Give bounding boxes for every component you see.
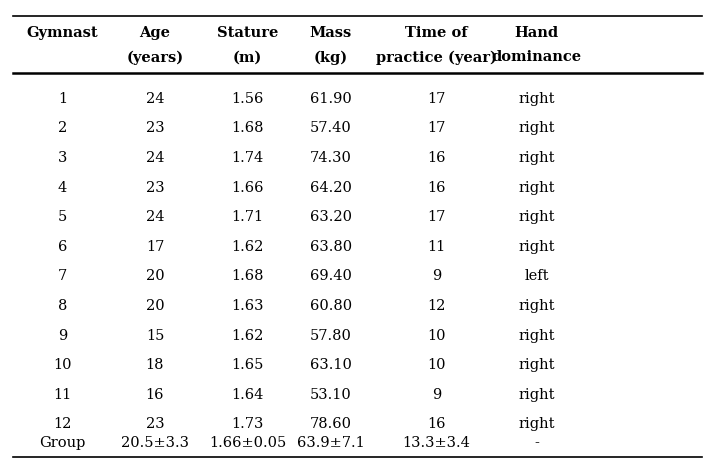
Text: 1.73: 1.73 xyxy=(231,417,264,431)
Text: right: right xyxy=(518,92,555,106)
Text: 20: 20 xyxy=(146,269,164,283)
Text: 1.66±0.05: 1.66±0.05 xyxy=(209,436,286,450)
Text: 8: 8 xyxy=(58,299,68,313)
Text: 7: 7 xyxy=(58,269,68,283)
Text: 17: 17 xyxy=(146,240,164,254)
Text: 20: 20 xyxy=(146,299,164,313)
Text: 60.80: 60.80 xyxy=(309,299,352,313)
Text: 63.80: 63.80 xyxy=(309,240,352,254)
Text: 10: 10 xyxy=(427,358,446,372)
Text: 1.68: 1.68 xyxy=(231,121,264,135)
Text: 12: 12 xyxy=(427,299,446,313)
Text: 23: 23 xyxy=(146,417,164,431)
Text: 11: 11 xyxy=(427,240,446,254)
Text: (m): (m) xyxy=(232,50,262,64)
Text: 1.62: 1.62 xyxy=(231,240,264,254)
Text: right: right xyxy=(518,299,555,313)
Text: 24: 24 xyxy=(146,210,164,224)
Text: dominance: dominance xyxy=(492,50,582,64)
Text: 1.62: 1.62 xyxy=(231,329,264,343)
Text: right: right xyxy=(518,121,555,135)
Text: Time of: Time of xyxy=(405,26,468,40)
Text: 74.30: 74.30 xyxy=(310,151,351,165)
Text: 1.63: 1.63 xyxy=(231,299,264,313)
Text: 18: 18 xyxy=(146,358,164,372)
Text: 1.71: 1.71 xyxy=(231,210,264,224)
Text: 17: 17 xyxy=(427,210,446,224)
Text: 1.74: 1.74 xyxy=(231,151,264,165)
Text: 15: 15 xyxy=(146,329,164,343)
Text: 1: 1 xyxy=(58,92,67,106)
Text: practice (year): practice (year) xyxy=(376,50,497,64)
Text: 4: 4 xyxy=(58,180,68,195)
Text: 9: 9 xyxy=(432,269,442,283)
Text: 6: 6 xyxy=(58,240,68,254)
Text: 61.90: 61.90 xyxy=(310,92,351,106)
Text: 17: 17 xyxy=(427,121,446,135)
Text: 1.65: 1.65 xyxy=(231,358,264,372)
Text: 16: 16 xyxy=(427,180,446,195)
Text: 2: 2 xyxy=(58,121,68,135)
Text: 53.10: 53.10 xyxy=(310,388,351,402)
Text: 57.40: 57.40 xyxy=(310,121,351,135)
Text: right: right xyxy=(518,240,555,254)
Text: 1.64: 1.64 xyxy=(231,388,264,402)
Text: right: right xyxy=(518,210,555,224)
Text: 1.68: 1.68 xyxy=(231,269,264,283)
Text: Group: Group xyxy=(39,436,86,450)
Text: -: - xyxy=(535,436,539,450)
Text: 24: 24 xyxy=(146,92,164,106)
Text: left: left xyxy=(525,269,549,283)
Text: 3: 3 xyxy=(58,151,68,165)
Text: 1.56: 1.56 xyxy=(231,92,264,106)
Text: Hand: Hand xyxy=(515,26,559,40)
Text: 17: 17 xyxy=(427,92,446,106)
Text: 10: 10 xyxy=(427,329,446,343)
Text: 23: 23 xyxy=(146,121,164,135)
Text: 78.60: 78.60 xyxy=(309,417,352,431)
Text: right: right xyxy=(518,329,555,343)
Text: 64.20: 64.20 xyxy=(310,180,351,195)
Text: right: right xyxy=(518,388,555,402)
Text: 16: 16 xyxy=(427,151,446,165)
Text: 5: 5 xyxy=(58,210,68,224)
Text: Age: Age xyxy=(139,26,171,40)
Text: 20.5±3.3: 20.5±3.3 xyxy=(121,436,189,450)
Text: right: right xyxy=(518,358,555,372)
Text: 11: 11 xyxy=(53,388,72,402)
Text: (years): (years) xyxy=(127,50,183,64)
Text: 63.20: 63.20 xyxy=(309,210,352,224)
Text: 12: 12 xyxy=(53,417,72,431)
Text: 10: 10 xyxy=(53,358,72,372)
Text: Mass: Mass xyxy=(309,26,352,40)
Text: Gymnast: Gymnast xyxy=(27,26,98,40)
Text: 23: 23 xyxy=(146,180,164,195)
Text: Stature: Stature xyxy=(217,26,278,40)
Text: 24: 24 xyxy=(146,151,164,165)
Text: right: right xyxy=(518,151,555,165)
Text: right: right xyxy=(518,180,555,195)
Text: right: right xyxy=(518,417,555,431)
Text: 63.10: 63.10 xyxy=(310,358,351,372)
Text: 9: 9 xyxy=(432,388,442,402)
Text: 16: 16 xyxy=(427,417,446,431)
Text: 57.80: 57.80 xyxy=(310,329,351,343)
Text: 69.40: 69.40 xyxy=(310,269,351,283)
Text: (kg): (kg) xyxy=(314,50,348,64)
Text: 16: 16 xyxy=(146,388,164,402)
Text: 9: 9 xyxy=(58,329,68,343)
Text: 1.66: 1.66 xyxy=(231,180,264,195)
Text: 63.9±7.1: 63.9±7.1 xyxy=(296,436,365,450)
Text: 13.3±3.4: 13.3±3.4 xyxy=(402,436,471,450)
